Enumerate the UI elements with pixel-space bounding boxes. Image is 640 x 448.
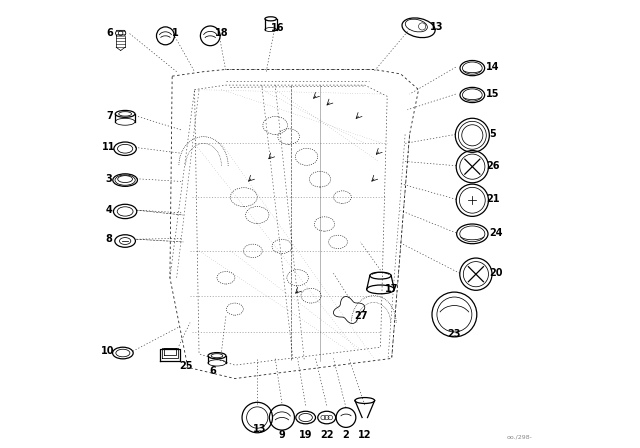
Text: 18: 18 [214, 28, 228, 38]
Text: 24: 24 [490, 228, 503, 238]
Text: 5: 5 [490, 129, 496, 139]
Text: 9: 9 [278, 431, 285, 440]
Text: 26: 26 [486, 161, 500, 171]
Text: 4: 4 [105, 205, 112, 215]
Text: 16: 16 [271, 23, 285, 33]
Text: 22: 22 [320, 431, 333, 440]
Text: 3: 3 [105, 174, 112, 184]
Text: oo./298-: oo./298- [507, 435, 532, 440]
Text: 17: 17 [385, 284, 399, 294]
Text: 20: 20 [490, 268, 503, 278]
Text: 13: 13 [253, 424, 266, 434]
Text: 27: 27 [355, 311, 368, 321]
Text: 19: 19 [299, 431, 312, 440]
Text: 8: 8 [105, 234, 112, 244]
Text: 11: 11 [102, 142, 115, 152]
Text: 23: 23 [447, 329, 461, 339]
Text: 7: 7 [106, 111, 113, 121]
Text: 14: 14 [486, 62, 499, 72]
Text: 15: 15 [486, 89, 499, 99]
Text: 10: 10 [101, 346, 115, 356]
Text: 1: 1 [172, 28, 179, 38]
Text: 25: 25 [179, 362, 193, 371]
Text: 12: 12 [358, 431, 372, 440]
Text: 2: 2 [342, 431, 349, 440]
Text: 6: 6 [106, 28, 113, 38]
Text: 21: 21 [486, 194, 500, 204]
Text: 6: 6 [209, 366, 216, 376]
Text: 13: 13 [429, 22, 444, 32]
